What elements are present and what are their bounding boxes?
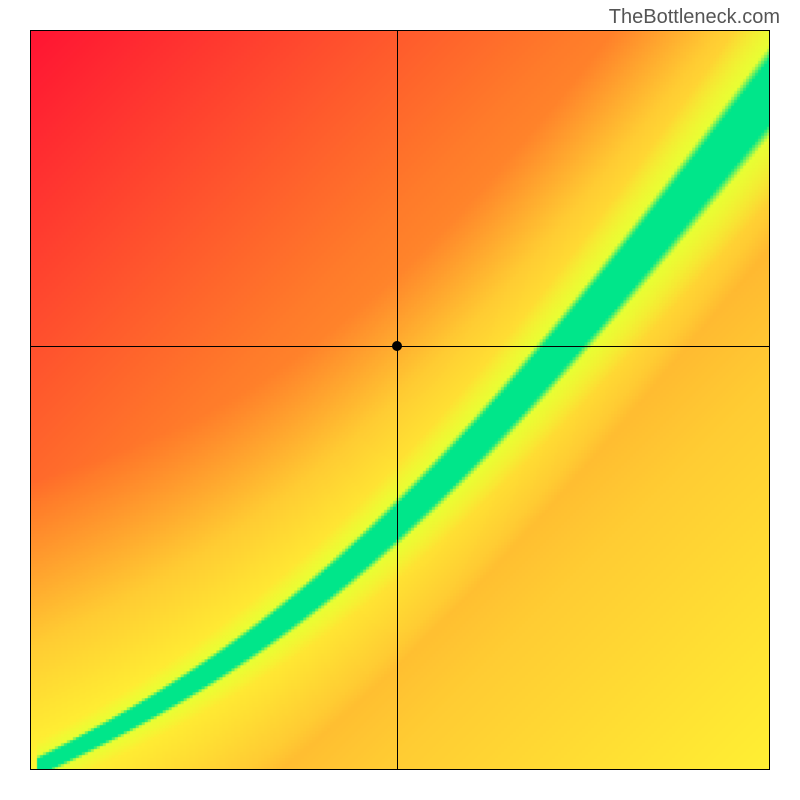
heatmap-canvas bbox=[31, 31, 769, 769]
crosshair-vertical bbox=[397, 31, 398, 769]
watermark-text: TheBottleneck.com bbox=[609, 6, 780, 29]
heatmap-plot-area bbox=[30, 30, 770, 770]
marker-dot bbox=[392, 341, 402, 351]
